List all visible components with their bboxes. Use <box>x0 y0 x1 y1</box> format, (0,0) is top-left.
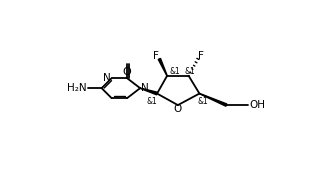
Polygon shape <box>158 58 167 76</box>
Text: &1: &1 <box>170 67 180 76</box>
Text: &1: &1 <box>198 97 208 106</box>
Text: H₂N: H₂N <box>67 83 86 93</box>
Text: &1: &1 <box>146 97 157 106</box>
Polygon shape <box>140 88 158 95</box>
Text: N: N <box>141 83 149 93</box>
Text: &1: &1 <box>184 67 195 76</box>
Text: O: O <box>123 67 132 77</box>
Text: N: N <box>103 73 111 83</box>
Text: F: F <box>153 51 159 61</box>
Text: F: F <box>198 51 204 61</box>
Text: OH: OH <box>250 100 265 110</box>
Polygon shape <box>199 93 227 106</box>
Text: O: O <box>174 104 182 114</box>
